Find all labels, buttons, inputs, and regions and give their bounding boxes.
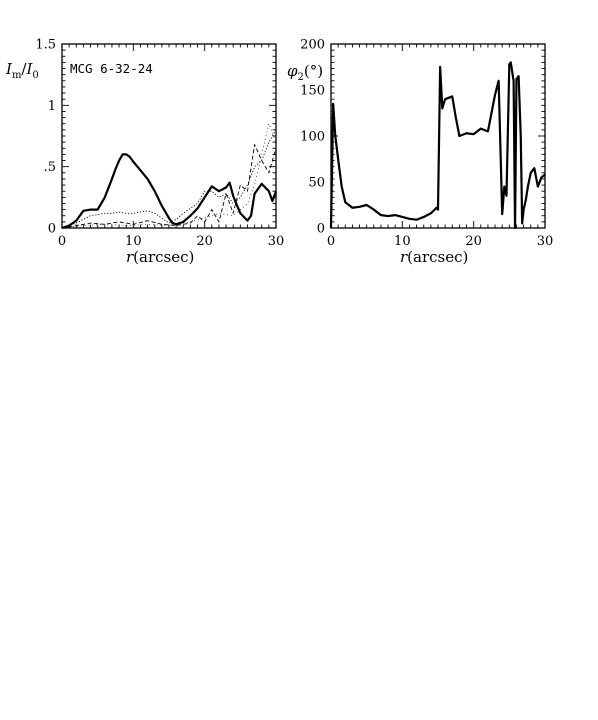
x-tick-label: 30 xyxy=(268,234,285,249)
galaxy-annotation: MCG 6-32-24 xyxy=(70,61,153,76)
svg-text:r(arcsec): r(arcsec) xyxy=(400,248,468,266)
svg-text:Im/I0: Im/I0 xyxy=(5,60,39,81)
x-tick-label: 20 xyxy=(465,234,482,249)
x-tick-label: 20 xyxy=(196,234,213,249)
right-tick-labels: 0 10 20 30 0 50 100 150 200 xyxy=(300,38,553,250)
svg-text:φ2(°): φ2(°) xyxy=(287,62,323,83)
y-tick-label: 1 xyxy=(48,99,56,114)
position-angle-plot: 0 10 20 30 0 50 100 150 200 φ2(°) r(arcsec) xyxy=(287,38,553,267)
amplitude-ratio-plot: 0 10 20 30 0 .5 1 1.5 MCG 6-32-24 Im/I0 r(arcse… xyxy=(5,38,284,267)
x-tick-label: 10 xyxy=(394,234,411,249)
x-tick-label: 0 xyxy=(58,234,66,249)
y-tick-label: 50 xyxy=(308,176,325,191)
series-line-solid-thick xyxy=(329,61,546,230)
left-y-axis-title: Im/I0 xyxy=(5,60,39,81)
series-line-dashed xyxy=(61,144,277,229)
left-x-axis-title: r(arcsec) xyxy=(126,248,194,266)
left-ticks xyxy=(61,43,277,229)
series-line-dotted xyxy=(61,129,277,229)
left-series xyxy=(61,123,278,230)
series-line-solid-thick xyxy=(61,153,278,230)
y-tick-label: 0 xyxy=(317,222,325,237)
x-tick-label: 10 xyxy=(125,234,142,249)
x-tick-label: 0 xyxy=(327,234,335,249)
y-tick-label: 0 xyxy=(48,222,56,237)
right-series xyxy=(329,61,546,230)
left-tick-labels: 0 10 20 30 0 .5 1 1.5 xyxy=(35,38,284,250)
right-x-axis-title: r(arcsec) xyxy=(400,248,468,266)
y-tick-label: 200 xyxy=(300,38,325,53)
right-y-axis-title: φ2(°) xyxy=(287,62,323,83)
y-tick-label: 150 xyxy=(300,84,325,99)
x-tick-label: 30 xyxy=(537,234,554,249)
y-tick-label: 1.5 xyxy=(35,38,56,53)
y-tick-label: .5 xyxy=(44,160,56,175)
series-line-dotted-sparse xyxy=(61,123,277,229)
y-tick-label: 100 xyxy=(300,130,325,145)
svg-text:r(arcsec): r(arcsec) xyxy=(126,248,194,266)
